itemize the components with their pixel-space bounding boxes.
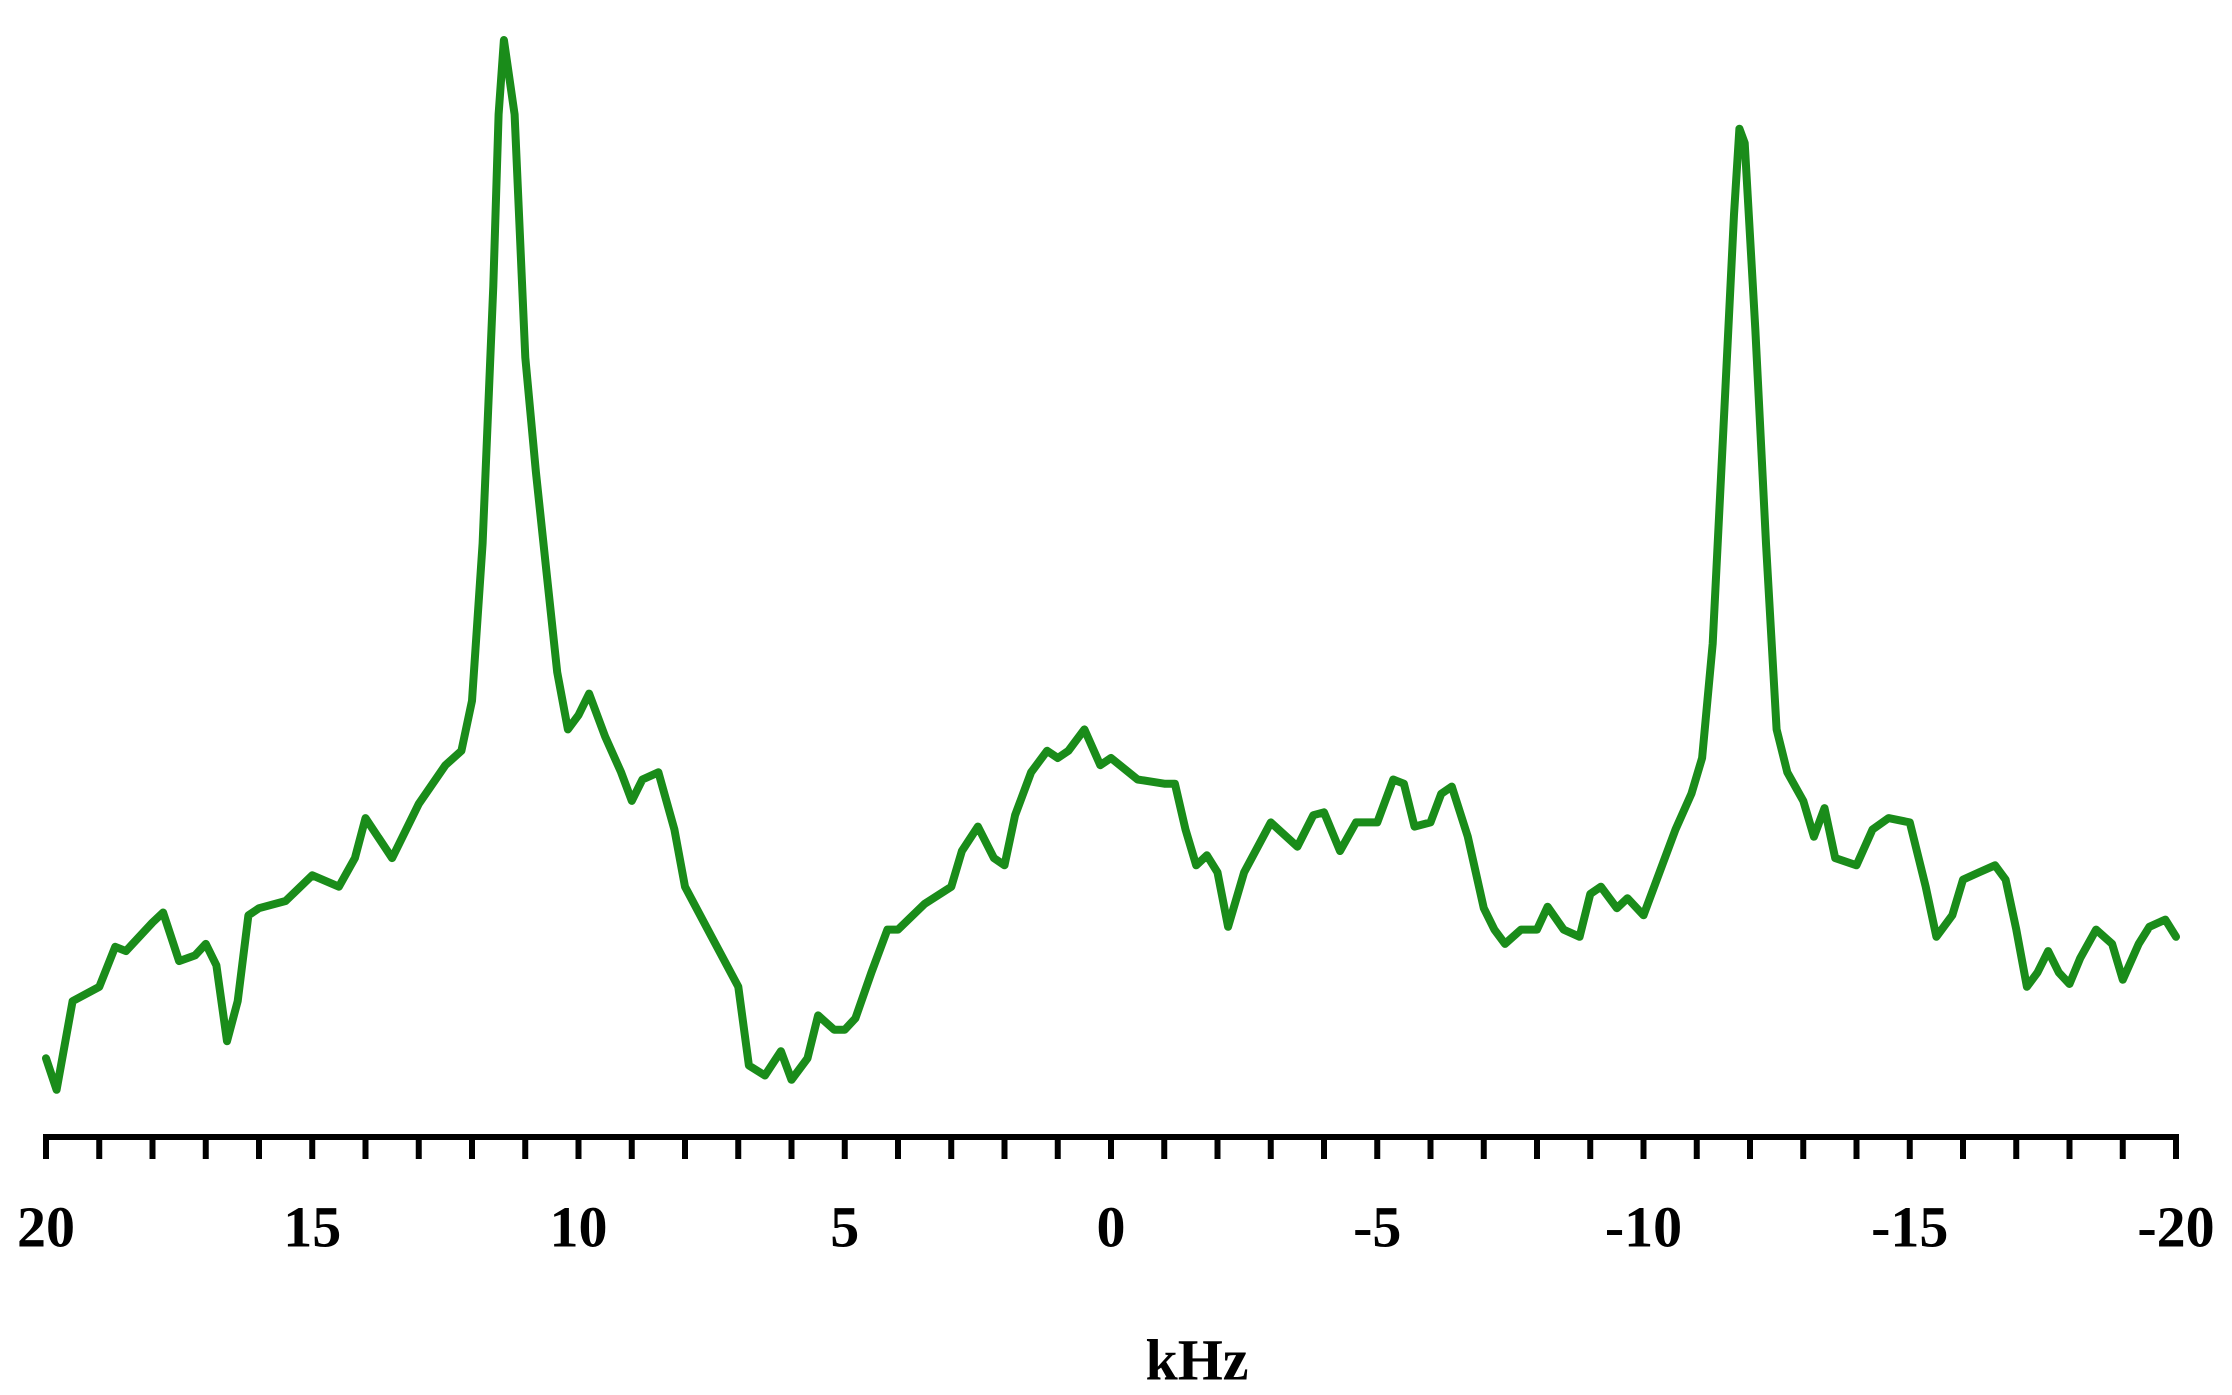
x-axis-label: kHz: [1145, 1327, 1248, 1392]
x-tick-label: -15: [1871, 1194, 1948, 1259]
x-tick-label: 20: [17, 1194, 75, 1259]
x-tick-label: -5: [1353, 1194, 1401, 1259]
x-tick-label: 0: [1097, 1194, 1126, 1259]
x-tick-label: 5: [830, 1194, 859, 1259]
x-tick-label: -20: [2137, 1194, 2214, 1259]
x-tick-label: 15: [283, 1194, 341, 1259]
x-tick-label: -10: [1605, 1194, 1682, 1259]
spectrum-line: [42, 36, 2180, 1094]
x-tick-label: 10: [550, 1194, 608, 1259]
